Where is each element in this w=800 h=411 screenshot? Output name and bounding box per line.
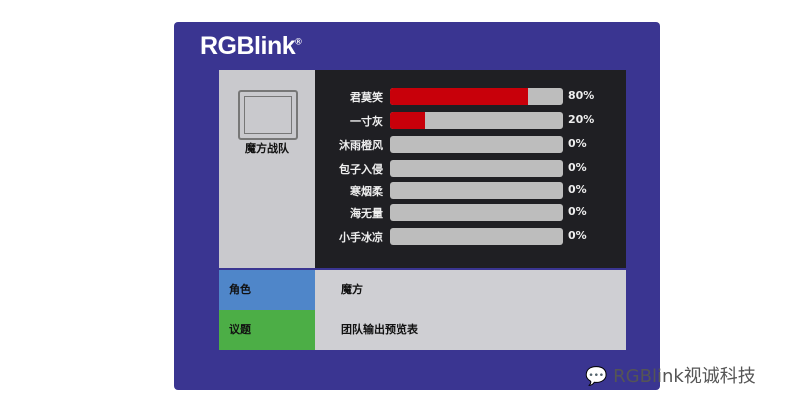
player-row: 沐雨橙风 0% — [315, 135, 626, 155]
output-bar-fill — [390, 88, 529, 105]
output-bar — [390, 136, 563, 153]
output-percent: 0% — [568, 229, 587, 242]
wechat-icon: 💬 — [585, 366, 608, 387]
preview-thumbnail-icon — [238, 90, 298, 140]
output-bar — [390, 204, 563, 221]
info-label: 议题 — [219, 310, 315, 350]
watermark-text: RGBlink视诚科技 — [613, 366, 756, 387]
player-name: 寒烟柔 — [350, 185, 383, 198]
output-percent: 0% — [568, 183, 587, 196]
output-bar — [390, 88, 563, 105]
player-row: 海无量 0% — [315, 203, 626, 223]
player-name: 一寸灰 — [350, 115, 383, 128]
output-percent: 80% — [568, 89, 595, 102]
output-bar-fill — [390, 112, 425, 129]
output-bar — [390, 228, 563, 245]
output-bar — [390, 182, 563, 199]
output-percent: 20% — [568, 113, 595, 126]
logo-text: RGBlink — [200, 32, 296, 60]
player-name: 君莫笑 — [350, 91, 383, 104]
player-name: 小手冰凉 — [339, 231, 383, 244]
watermark: 💬 RGBlink视诚科技 — [585, 362, 756, 388]
player-row: 寒烟柔 0% — [315, 181, 626, 201]
player-name: 包子入侵 — [339, 163, 383, 176]
player-output-list: 君莫笑 80% 一寸灰 20% 沐雨橙风 0% 包子入侵 0% 寒烟柔 0% 海无量 0%… — [315, 70, 626, 268]
player-row: 小手冰凉 0% — [315, 227, 626, 247]
player-row: 包子入侵 0% — [315, 159, 626, 179]
player-row: 一寸灰 20% — [315, 111, 626, 131]
team-name: 魔方战队 — [245, 142, 289, 155]
player-name: 沐雨橙风 — [339, 139, 383, 152]
player-name: 海无量 — [350, 207, 383, 220]
output-bar — [390, 160, 563, 177]
output-percent: 0% — [568, 137, 587, 150]
player-row: 君莫笑 80% — [315, 87, 626, 107]
rgblink-logo: RGBlink® — [200, 32, 302, 60]
output-bar — [390, 112, 563, 129]
team-card: 魔方战队 — [219, 70, 315, 268]
output-percent: 0% — [568, 161, 587, 174]
info-value: 魔方 — [315, 270, 626, 310]
info-label: 角色 — [219, 270, 315, 310]
info-value: 团队输出预览表 — [315, 310, 626, 350]
output-percent: 0% — [568, 205, 587, 218]
